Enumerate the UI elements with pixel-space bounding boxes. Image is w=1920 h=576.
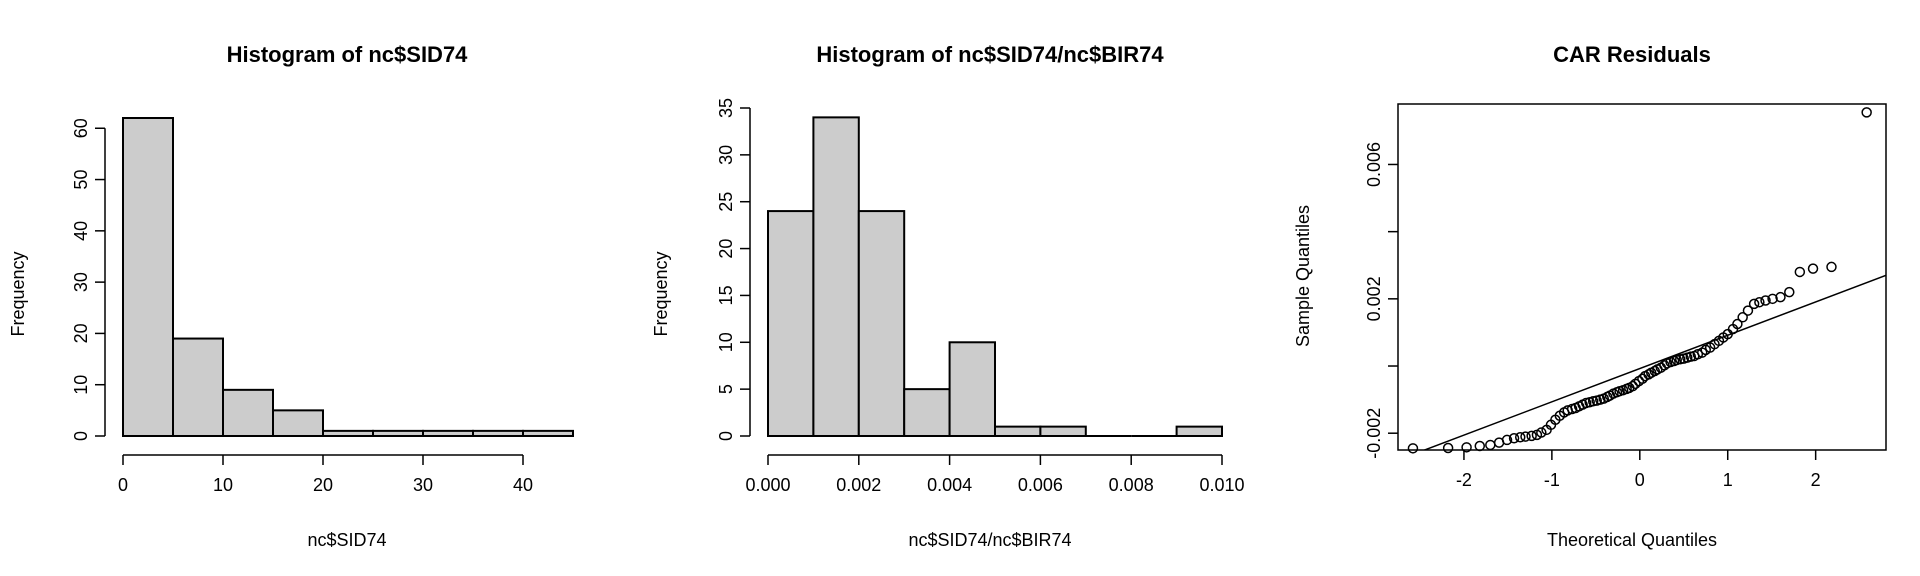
chart-title: Histogram of nc$SID74/nc$BIR74 <box>816 42 1164 67</box>
chart-title: CAR Residuals <box>1553 42 1711 67</box>
y-tick-label: 0 <box>716 431 736 441</box>
x-tick-label: 2 <box>1811 470 1821 490</box>
qq-point <box>1748 298 1760 310</box>
plot-frame <box>1397 103 1887 451</box>
qq-point <box>1643 369 1654 380</box>
y-tick-label: 5 <box>716 384 736 394</box>
y-tick-label: 0.002 <box>1364 276 1384 321</box>
qq-point <box>1732 318 1743 330</box>
y-tick-label: 0.006 <box>1364 142 1384 187</box>
x-tick-label: 10 <box>213 475 233 495</box>
qq-reference-line <box>1422 274 1886 450</box>
histogram-bar <box>857 210 906 437</box>
qq-point <box>1826 261 1837 273</box>
histogram-ratio-panel: Histogram of nc$SID74/nc$BIR74 nc$SID74/… <box>651 42 1245 550</box>
histogram-bar <box>422 429 474 438</box>
x-tick-label: 40 <box>513 475 533 495</box>
qq-point <box>1520 431 1531 442</box>
car-residuals-qq-panel: CAR Residuals Theoretical Quantiles Samp… <box>1293 42 1887 550</box>
qq-point <box>1508 432 1520 444</box>
qq-point <box>1514 431 1526 443</box>
y-tick-label: 35 <box>716 98 736 118</box>
qq-point <box>1461 442 1472 453</box>
qq-point <box>1807 263 1819 274</box>
qq-point <box>1760 295 1771 306</box>
x-tick-label: 0 <box>118 475 128 495</box>
histogram-bar <box>812 116 860 437</box>
x-tick-label: 30 <box>413 475 433 495</box>
qq-point <box>1649 365 1660 377</box>
y-tick-label: 10 <box>716 332 736 352</box>
y-tick-label: 40 <box>71 221 91 241</box>
x-tick-label: 0.010 <box>1199 475 1244 495</box>
qq-point <box>1526 430 1537 442</box>
x-tick-label: 20 <box>313 475 333 495</box>
histogram-bar <box>372 429 424 438</box>
qq-point <box>1794 266 1806 278</box>
x-tick-label: 0.004 <box>927 475 972 495</box>
y-tick-label: -0.002 <box>1364 408 1384 459</box>
histogram-bar <box>1039 425 1087 437</box>
histogram-bar <box>222 388 274 438</box>
x-tick-label: 1 <box>1723 470 1733 490</box>
histogram-bar <box>903 388 951 437</box>
qq-point <box>1861 107 1872 118</box>
y-tick-label: 20 <box>716 239 736 259</box>
histogram-bar <box>767 210 815 437</box>
x-tick-label: 0.002 <box>836 475 881 495</box>
x-axis-label: nc$SID74/nc$BIR74 <box>908 530 1071 550</box>
histogram-bar <box>472 429 524 438</box>
histogram-bar <box>1175 425 1223 437</box>
y-tick-label: 30 <box>71 272 91 292</box>
histogram-sid74-panel: Histogram of nc$SID74 nc$SID74 Frequency… <box>8 42 574 550</box>
qq-point <box>1627 380 1639 392</box>
y-axis-label: Sample Quantiles <box>1293 205 1313 347</box>
qq-point <box>1659 360 1670 371</box>
qq-point <box>1485 439 1496 451</box>
y-axis-label: Frequency <box>651 251 671 336</box>
histogram-bar <box>948 341 996 437</box>
y-tick-label: 15 <box>716 285 736 305</box>
y-tick-label: 10 <box>71 375 91 395</box>
y-tick-label: 60 <box>71 118 91 138</box>
x-tick-label: 0.006 <box>1018 475 1063 495</box>
histogram-bar <box>322 429 374 438</box>
qq-point <box>1536 427 1547 438</box>
histogram-bar <box>272 409 324 437</box>
x-tick-label: 0.008 <box>1109 475 1154 495</box>
qq-point <box>1742 305 1754 316</box>
y-tick-label: 25 <box>716 192 736 212</box>
qq-point <box>1737 312 1748 323</box>
qq-point <box>1442 442 1454 454</box>
x-tick-label: 0 <box>1635 470 1645 490</box>
qq-point <box>1784 286 1795 298</box>
qq-point <box>1407 443 1419 454</box>
y-tick-label: 0 <box>71 431 91 441</box>
histogram-bar <box>172 337 224 438</box>
x-tick-label: -2 <box>1456 470 1472 490</box>
qq-point <box>1767 293 1778 305</box>
histogram-bar <box>994 425 1042 437</box>
qq-point <box>1754 296 1765 308</box>
x-tick-label: -1 <box>1544 470 1560 490</box>
x-axis-label: nc$SID74 <box>307 530 386 550</box>
chart-title: Histogram of nc$SID74 <box>227 42 469 67</box>
qq-point <box>1474 440 1486 452</box>
y-tick-label: 30 <box>716 145 736 165</box>
histogram-bar <box>522 429 574 438</box>
histogram-bar <box>122 117 174 437</box>
qq-point <box>1775 291 1786 303</box>
y-tick-label: 50 <box>71 170 91 190</box>
x-axis-label: Theoretical Quantiles <box>1547 530 1717 550</box>
x-tick-label: 0.000 <box>745 475 790 495</box>
y-tick-label: 20 <box>71 323 91 343</box>
y-axis-label: Frequency <box>8 251 28 336</box>
qq-point <box>1501 434 1513 446</box>
